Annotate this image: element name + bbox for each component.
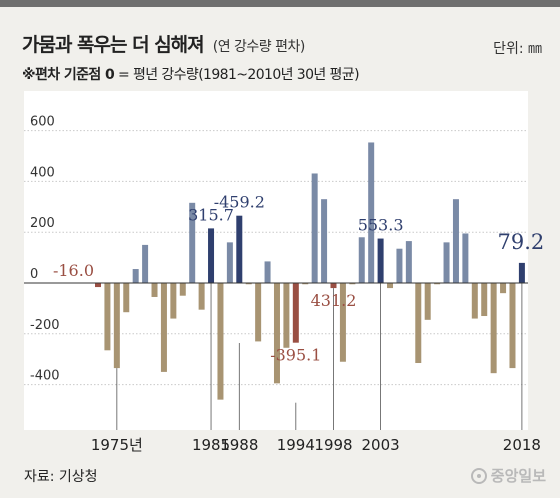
chart-title: 가뭄과 폭우는 더 심해져 [22,34,205,56]
bar [481,283,488,317]
bar [170,283,177,319]
bar [151,283,158,297]
bar [132,269,139,283]
bar [160,283,167,372]
bar [424,283,431,320]
bar [95,283,101,288]
title-row: 가뭄과 폭우는 더 심해져 (연 강수량 편차) [22,30,305,57]
bar [415,283,422,364]
bar [198,283,205,310]
bar [255,283,262,342]
logo-icon [470,467,487,484]
bar [283,283,290,348]
bar [264,261,271,283]
bar [434,283,441,285]
data-label: 553.3 [358,216,404,235]
y-tick-label: 200 [30,216,55,231]
bar [273,283,280,384]
bar [189,202,196,283]
x-tick-label: 1985 [192,436,230,454]
bar [302,283,309,285]
bar [358,237,365,283]
bar [387,283,394,289]
x-tick-label: 1998 [314,436,352,454]
x-tick-label: 1975년 [91,436,143,454]
source-label: 자료: 기상청 [24,469,98,485]
x-tick-label: 2003 [362,436,400,454]
bar [236,215,243,283]
bar [396,248,403,283]
bar [443,242,450,283]
x-tick-label: 1988 [220,436,258,454]
data-label: -16.0 [53,261,94,280]
y-tick-label: 600 [30,115,55,130]
publisher-logo: 중앙일보 [470,465,546,486]
bar [113,283,120,369]
bar [509,283,516,369]
bar [405,241,412,283]
bar [330,283,337,289]
bar [452,199,459,283]
bar [500,283,507,294]
bar [226,242,233,283]
baseline-note-rest: = 평년 강수량(1981~2010년 30년 평균) [114,67,360,83]
bar [321,199,328,283]
data-label: 79.2 [498,230,545,254]
bar [462,233,469,283]
bar [368,142,375,283]
bar [471,283,478,319]
bar [123,283,130,313]
baseline-note-bold: ※편차 기준점 0 [22,67,115,83]
data-label: 431.2 [311,291,357,310]
baseline-note: ※편차 기준점 0 = 평년 강수량(1981~2010년 30년 평균) [22,64,360,84]
logo-text: 중앙일보 [490,467,546,485]
bar [292,283,299,343]
bar [377,238,384,283]
data-label: 315.7 [188,205,234,224]
y-tick-label: 0 [30,267,38,282]
bar [142,244,149,283]
bar [245,283,252,285]
bar [518,262,525,283]
bar [339,283,346,362]
data-label: -459.2 [214,193,265,212]
bar [104,283,111,351]
bar [311,173,318,283]
y-tick-label: -200 [30,318,60,333]
bar [349,283,356,285]
chart-subtitle: (연 강수량 편차) [212,39,306,55]
unit-label: 단위: ㎜ [493,41,542,57]
x-tick-label: 1994 [277,436,315,454]
x-tick-label: 2018 [503,436,541,454]
bar [217,283,224,400]
bar [208,228,215,283]
bar [179,283,186,296]
y-tick-label: 400 [30,165,55,180]
y-tick-label: -400 [30,369,60,384]
data-label: -395.1 [270,346,321,365]
top-bar [0,0,560,7]
bar [490,283,497,374]
